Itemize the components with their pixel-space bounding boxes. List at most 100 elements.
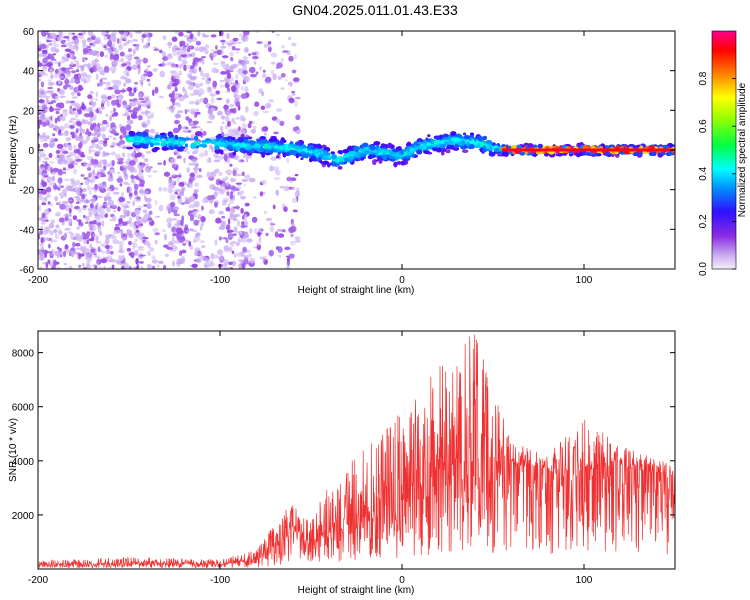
spectrogram-noise-cell — [138, 92, 143, 100]
spectrogram-noise-cell — [76, 104, 82, 110]
spectrogram-noise-cell — [194, 182, 200, 187]
spectrogram-noise-cell — [208, 156, 212, 163]
spectrogram-noise-cell — [143, 204, 148, 207]
spectrogram-noise-cell — [62, 167, 67, 171]
spectrogram-noise-cell — [48, 141, 56, 148]
spectrogram-noise-cell — [44, 196, 48, 202]
spectrogram-noise-cell — [147, 242, 151, 249]
spectrogram-noise-cell — [285, 79, 288, 82]
spectrogram-noise-cell — [149, 128, 156, 134]
spectrogram-noise-cell — [87, 94, 93, 99]
spectrogram-noise-cell — [97, 246, 101, 253]
spectrogram-noise-cell — [198, 168, 202, 173]
spectrogram-noise-cell — [48, 116, 52, 123]
spectrogram-noise-cell — [236, 252, 243, 257]
spectrogram-noise-cell — [133, 189, 138, 196]
spectrogram-noise-cell — [110, 250, 114, 255]
spectrogram-noise-cell — [118, 218, 123, 224]
spectrogram-noise-cell — [89, 107, 93, 113]
spectrogram-noise-cell — [139, 254, 146, 257]
spectrogram-noise-cell — [100, 249, 103, 253]
spectrogram-noise-cell — [233, 131, 240, 136]
spectrogram-noise-cell — [74, 242, 81, 247]
spectrogram-noise-cell — [133, 183, 139, 191]
spectrogram-noise-cell — [281, 45, 285, 49]
spectrogram-noise-cell — [89, 90, 94, 95]
spectrogram-noise-cell — [135, 215, 141, 221]
spectrogram-noise-cell — [44, 253, 47, 258]
spectrogram-noise-cell — [232, 37, 239, 42]
spectrogram-noise-cell — [265, 232, 269, 237]
spectrogram-noise-cell — [129, 221, 135, 228]
spectrogram-noise-cell — [252, 55, 259, 60]
spectrogram-noise-cell — [52, 239, 58, 243]
spectrogram-noise-cell — [179, 250, 183, 256]
spectrogram-noise-cell — [259, 191, 264, 197]
spectrogram-noise-cell — [228, 234, 234, 239]
spectrogram-noise-cell — [138, 183, 145, 187]
spectrogram-noise-cell — [199, 82, 203, 87]
spectrogram-noise-cell — [195, 40, 202, 46]
spectrogram-noise-cell — [174, 191, 178, 195]
spectrogram-noise-cell — [95, 91, 99, 98]
spectrogram-noise-cell — [288, 36, 291, 41]
spectrogram-noise-cell — [162, 51, 166, 58]
spectrogram-noise-cell — [98, 123, 104, 126]
spectrogram-noise-cell — [235, 74, 239, 80]
spectrogram-noise-cell — [59, 115, 62, 122]
spectrogram-noise-cell — [230, 56, 234, 62]
spectrogram-noise-cell — [57, 159, 64, 165]
spectrogram-noise-cell — [170, 108, 175, 113]
spectrogram-noise-cell — [95, 204, 98, 210]
spectrogram-noise-cell — [78, 142, 83, 149]
spectrogram-noise-cell — [252, 196, 257, 199]
spectrogram-noise-cell — [291, 90, 295, 94]
spectrogram-noise-cell — [46, 186, 52, 193]
spectrogram-noise-cell — [78, 65, 84, 68]
spectrogram-noise-cell — [55, 104, 59, 107]
spectrogram-noise-cell — [125, 124, 132, 131]
spectrogram-noise-cell — [146, 119, 151, 126]
spectrogram-noise-cell — [157, 260, 164, 264]
spectrogram-noise-cell — [95, 73, 99, 80]
spectrogram-noise-cell — [134, 249, 139, 256]
spectrogram-noise-cell — [107, 86, 114, 90]
spectrogram-noise-cell — [83, 162, 88, 167]
spectrogram-noise-cell — [89, 172, 96, 176]
spectrogram-noise-cell — [240, 224, 246, 229]
spectrogram-noise-cell — [56, 255, 60, 259]
spectrogram-noise-cell — [183, 45, 188, 48]
spectrogram-noise-cell — [44, 208, 50, 215]
spectrogram-noise-cell — [230, 133, 234, 138]
spectrogram-noise-cell — [189, 195, 196, 202]
spectrogram-noise-cell — [152, 170, 158, 173]
spectrogram-noise-cell — [39, 266, 43, 269]
spectrogram-noise-cell — [50, 237, 53, 244]
spectrogram-noise-cell — [152, 227, 159, 233]
spectrogram-noise-cell — [49, 105, 53, 112]
spectrogram-noise-cell — [150, 112, 155, 119]
spectrogram-noise-cell — [137, 219, 142, 225]
spectrogram-noise-cell — [134, 208, 141, 215]
spectrogram-noise-cell — [65, 100, 71, 104]
spectrogram-noise-cell — [118, 255, 124, 261]
spectrogram-noise-cell — [290, 233, 294, 238]
spectrogram-noise-cell — [227, 203, 231, 208]
spectrogram-noise-cell — [92, 33, 95, 37]
spectrogram-noise-cell — [104, 54, 109, 59]
spectrogram-noise-cell — [74, 155, 80, 159]
spectrogram-noise-cell — [81, 262, 85, 267]
spectrogram-noise-cell — [110, 145, 115, 148]
spectrogram-noise-cell — [38, 205, 42, 212]
spectrogram-noise-cell — [114, 79, 122, 87]
spectrogram-noise-cell — [226, 72, 232, 79]
spectrogram-noise-cell — [53, 128, 56, 131]
spectrogram-noise-cell — [265, 217, 273, 222]
spectrogram-noise-cell — [61, 40, 65, 45]
spectrogram-noise-cell — [184, 182, 190, 185]
spectrogram-noise-cell — [210, 210, 216, 214]
spectrogram-noise-cell — [135, 258, 139, 265]
spectrogram-noise-cell — [242, 246, 247, 253]
spectrogram-noise-cell — [39, 230, 43, 235]
spectrogram-noise-cell — [221, 182, 228, 186]
